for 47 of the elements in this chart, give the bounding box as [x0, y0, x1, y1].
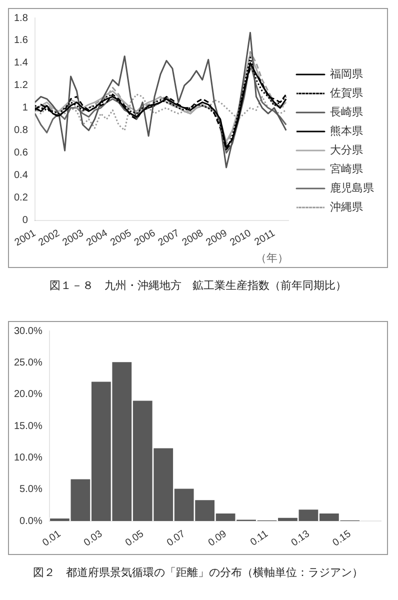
y-tick-label: 1.4 [14, 58, 28, 69]
x-tick-label: 0.15 [330, 528, 354, 549]
y-tick-label: 0 [22, 215, 28, 226]
x-tick-label: 2009 [204, 228, 230, 249]
y-tick-label: 30.0% [14, 326, 42, 337]
x-axis-title: （年） [256, 252, 288, 264]
x-tick-label: 2011 [252, 228, 278, 248]
x-tick-label: 0.09 [206, 528, 230, 549]
x-tick-label: 2004 [84, 228, 110, 249]
y-tick-label: 15.0% [14, 420, 42, 432]
y-tick-label: 1 [22, 102, 28, 114]
y-tick-label: 5.0% [20, 484, 42, 496]
x-tick-label: 2001 [13, 228, 38, 249]
legend-label: 沖縄県 [330, 200, 363, 214]
x-tick-label: 2008 [180, 228, 206, 249]
y-tick-label: 1.2 [14, 80, 28, 92]
x-tick-label: 0.03 [82, 528, 105, 549]
x-tick-label: 2006 [132, 228, 158, 249]
x-tick-label: 0.13 [289, 528, 312, 549]
legend-label: 熊本県 [330, 124, 363, 138]
x-tick-label: 0.05 [124, 528, 146, 549]
y-tick-label: 0.8 [14, 125, 28, 136]
legend-label: 鹿児島県 [330, 182, 374, 195]
x-tick-label: 0.01 [40, 528, 64, 549]
x-tick-label: 0.07 [165, 528, 188, 549]
text: 図２ 都道府県景気循環の「距離」の分布（横軸単位：ラジアン） [32, 566, 364, 580]
x-tick-label: 2002 [36, 228, 62, 249]
x-tick-label: 2005 [108, 228, 134, 249]
y-tick-label: 10.0% [14, 452, 42, 464]
x-tick-label: 2003 [60, 228, 86, 249]
legend-label: 福岡県 [330, 68, 363, 81]
y-tick-label: 0.4 [14, 170, 28, 182]
y-tick-label: 1.6 [14, 35, 28, 46]
legend-label: 宮崎県 [330, 162, 363, 176]
x-tick-label: 0.11 [248, 528, 271, 548]
text: 図１－８ 九州・沖縄地方 鉱工業生産指数（前年同期比） [48, 278, 348, 293]
legend-label: 大分県 [330, 144, 363, 157]
legend-label: 長崎県 [330, 106, 363, 119]
x-tick-label: 2010 [228, 228, 254, 249]
y-tick-label: 25.0% [14, 357, 42, 368]
y-tick-label: 0.2 [14, 192, 28, 204]
y-tick-label: 1.8 [14, 12, 28, 24]
y-tick-label: 0.0% [20, 516, 42, 527]
legend-label: 佐賀県 [330, 88, 363, 100]
y-tick-label: 20.0% [14, 389, 42, 400]
x-tick-label: 2007 [156, 228, 182, 249]
y-tick-label: 0.6 [14, 148, 28, 159]
